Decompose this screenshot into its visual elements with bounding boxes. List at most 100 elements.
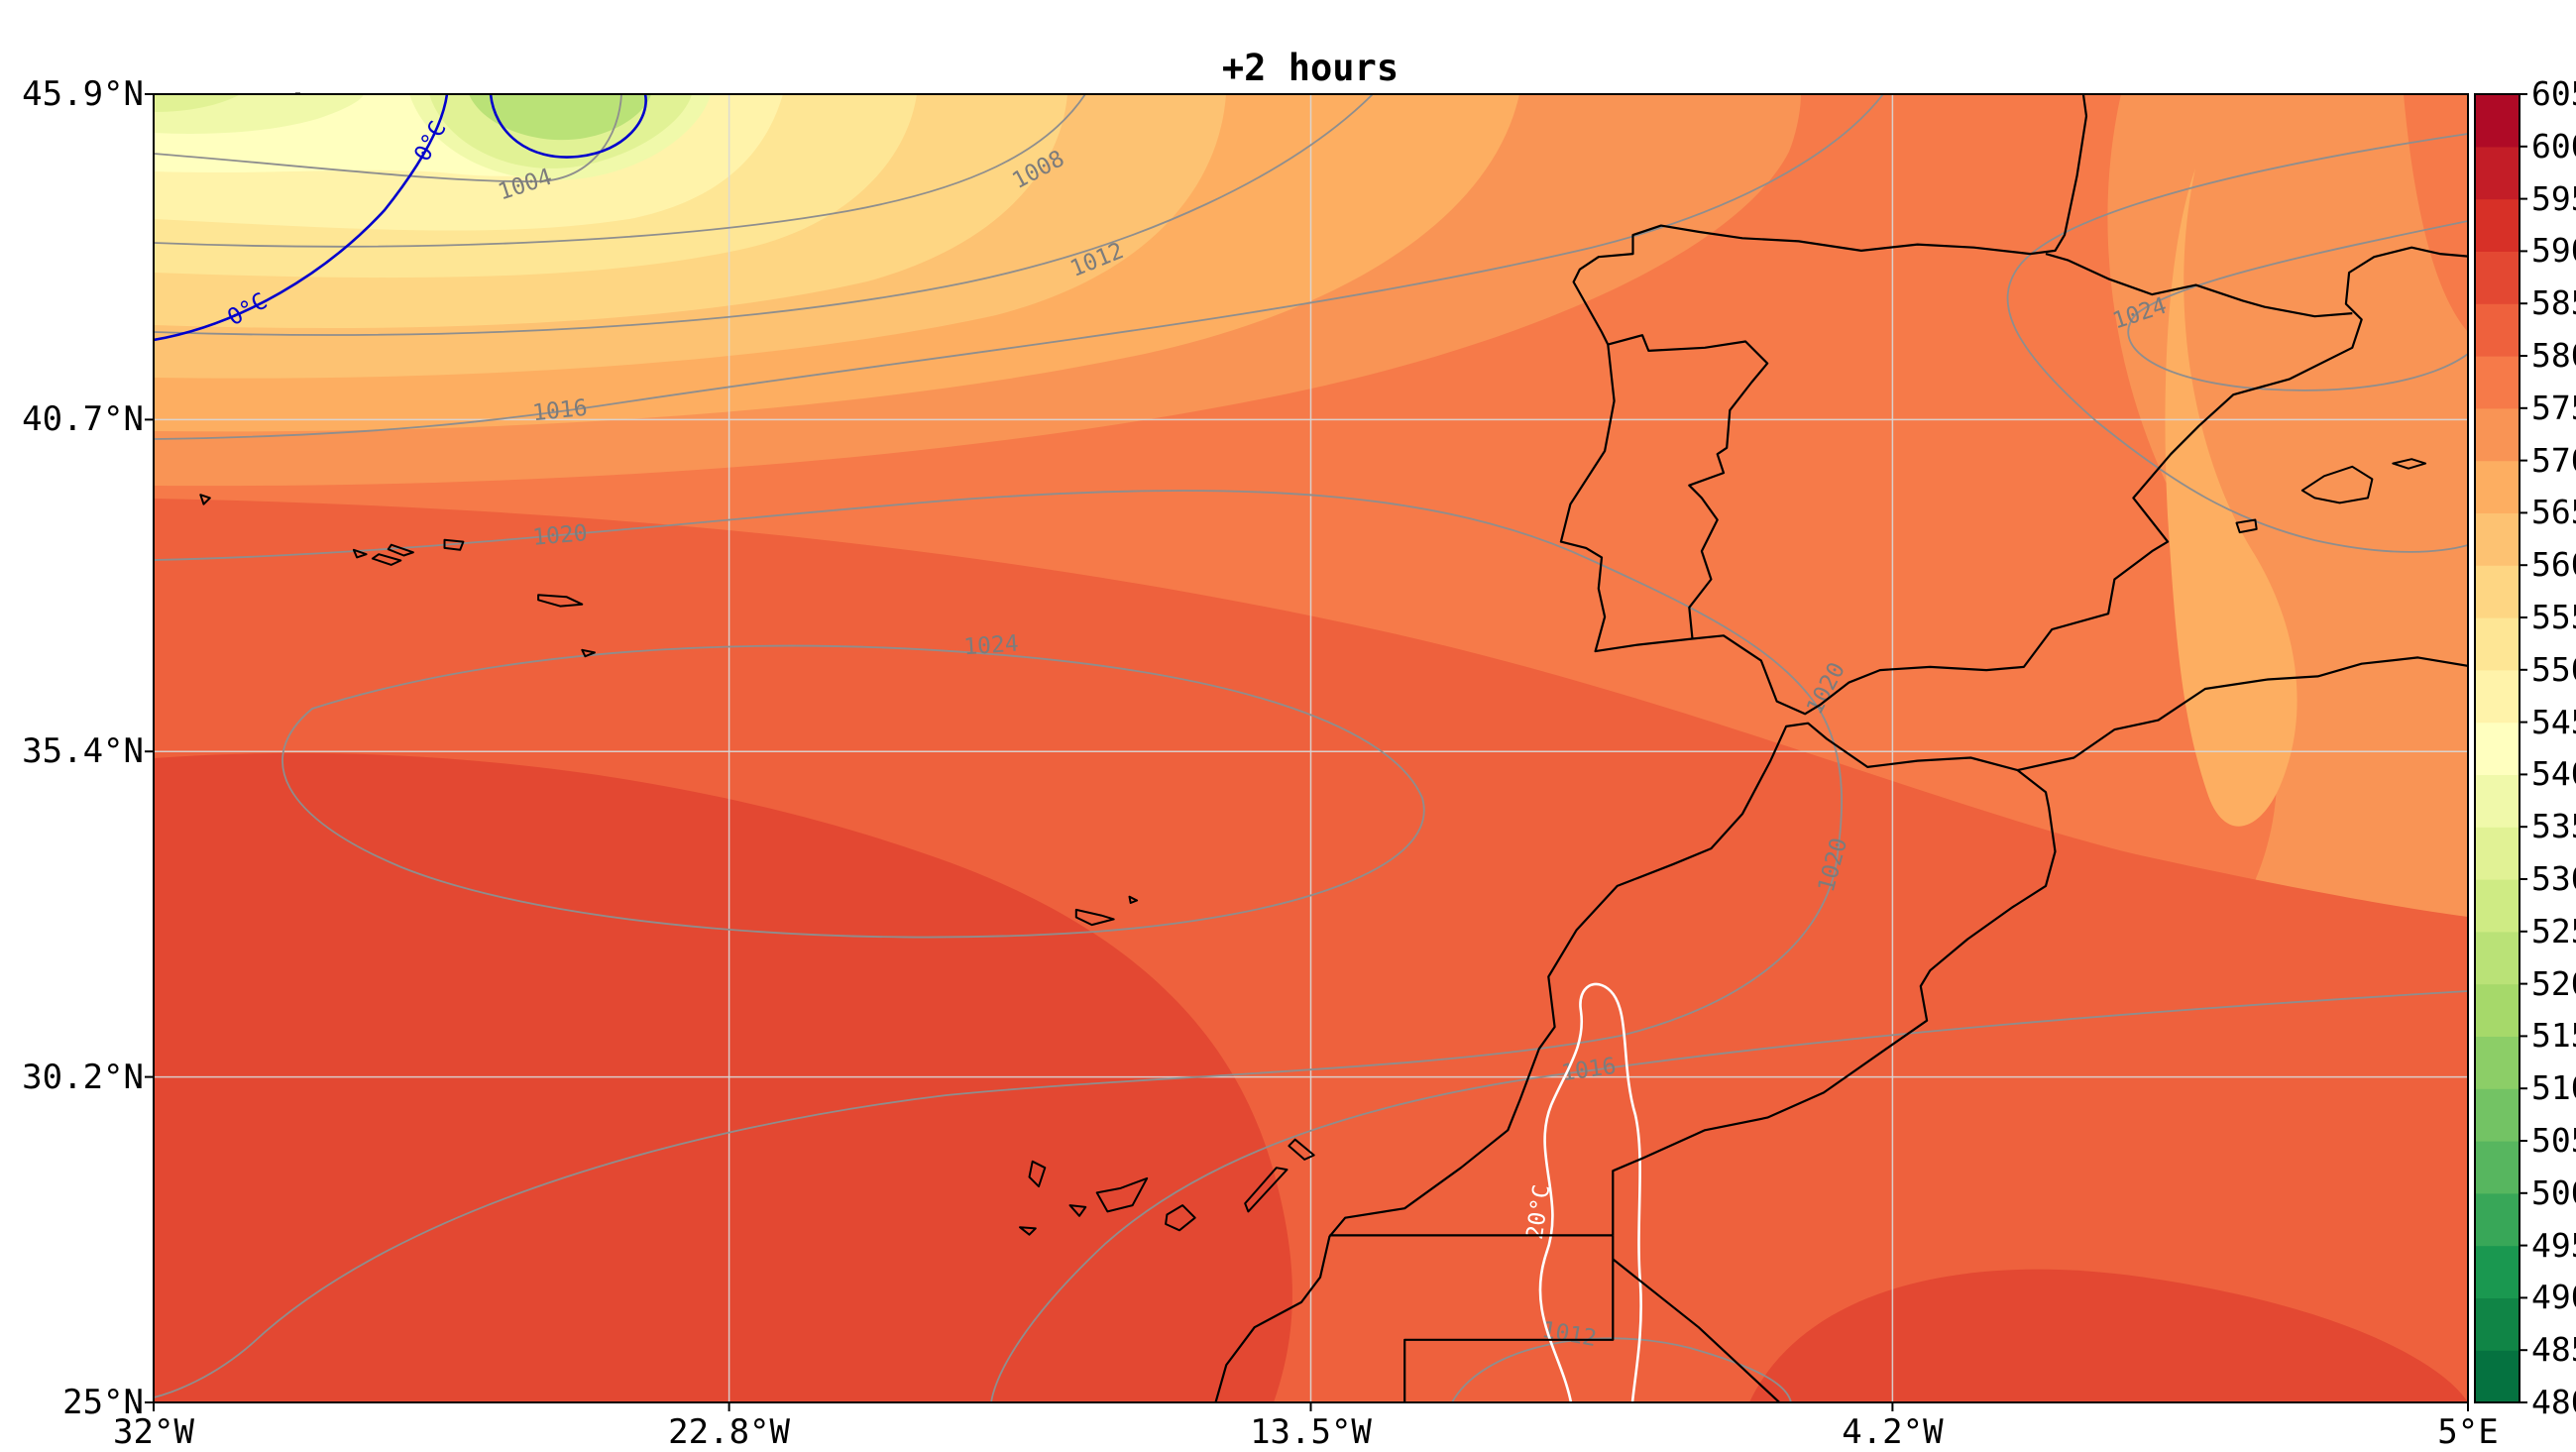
isobar-line — [1451, 1337, 1792, 1402]
x-tick-label: 4.2°W — [1842, 1412, 1944, 1452]
colorbar-tick-label: 540 — [2531, 754, 2576, 794]
x-tick-label: 32°W — [113, 1412, 194, 1452]
colorbar-tick-label: 560 — [2531, 545, 2576, 585]
colorbar-tick-label: 505 — [2531, 1121, 2576, 1160]
colorbar-cell — [2475, 1297, 2520, 1351]
colorbar-tick-label: 480 — [2531, 1383, 2576, 1421]
island-outline — [2392, 458, 2427, 470]
colorbar-tick-label: 490 — [2531, 1278, 2576, 1317]
colorbar-tick-label: 520 — [2531, 963, 2576, 1003]
colorbar-cell — [2475, 94, 2520, 148]
field-band — [469, 94, 651, 141]
warm-isotherm-line — [1538, 982, 1642, 1402]
colorbar-cell — [2475, 931, 2520, 985]
colorbar-tick-label: 555 — [2531, 598, 2576, 636]
island-outline — [1165, 1204, 1196, 1232]
isobar-line — [281, 644, 1425, 939]
colorbar-cell — [2475, 146, 2520, 200]
colorbar-tick-label: 535 — [2531, 807, 2576, 846]
colorbar-tick-label: 590 — [2531, 231, 2576, 271]
colorbar-tick-label: 580 — [2531, 336, 2576, 375]
island-outline — [2235, 518, 2258, 534]
island-outline — [1068, 1204, 1087, 1217]
island-outline — [1095, 1176, 1149, 1213]
y-tick-label: 35.4°N — [22, 731, 144, 772]
field-band — [154, 94, 241, 112]
coastline — [1559, 94, 2468, 716]
colorbar-cell — [2475, 1350, 2520, 1403]
field-band — [2165, 168, 2297, 827]
field-band — [1749, 1269, 2468, 1402]
x-tick-label: 13.5°W — [1250, 1412, 1372, 1452]
isobar-line — [2006, 133, 2468, 553]
colorbar-cell — [2475, 722, 2520, 775]
island-outline — [581, 648, 596, 658]
freezing-isotherm-line — [154, 94, 449, 342]
coastline — [2045, 253, 2353, 318]
colorbar-cell — [2475, 407, 2520, 462]
colorbar-cell — [2475, 879, 2520, 933]
colorbar-cell — [2475, 303, 2520, 357]
colorbar-tick-label: 485 — [2531, 1330, 2576, 1370]
colorbar-cell — [2475, 617, 2520, 671]
x-tick-label: 22.8°W — [668, 1412, 790, 1452]
colorbar-tick-label: 550 — [2531, 649, 2576, 689]
isobar-line — [154, 94, 622, 183]
colorbar-cell — [2475, 460, 2520, 513]
isobar-line — [154, 490, 1844, 1398]
island-outline — [1019, 1226, 1037, 1236]
colorbar-cell — [2475, 512, 2520, 566]
y-tick-label: 45.9°N — [22, 74, 144, 114]
island-outline — [1074, 908, 1115, 927]
colorbar-cell — [2475, 356, 2520, 409]
colorbar-tick-label: 585 — [2531, 283, 2576, 323]
colorbar-tick-label: 575 — [2531, 388, 2576, 427]
colorbar-cell — [2475, 1245, 2520, 1298]
colorbar-tick-label: 530 — [2531, 859, 2576, 898]
colorbar-cell — [2475, 1141, 2520, 1194]
isobar-label: 1024 — [962, 631, 1019, 661]
colorbar-tick-label: 605 — [2531, 74, 2576, 113]
y-tick-label: 30.2°N — [22, 1057, 144, 1097]
y-tick-label: 25°N — [62, 1383, 144, 1422]
island-outline — [1244, 1167, 1288, 1213]
colorbar-cell — [2475, 1088, 2520, 1142]
colorbar-tick-label: 515 — [2531, 1016, 2576, 1056]
colorbar-cell — [2475, 198, 2520, 252]
island-outline — [352, 548, 368, 559]
colorbar-cell — [2475, 1192, 2520, 1247]
freezing-isotherm-line — [489, 94, 647, 159]
colorbar-frame — [2474, 93, 2520, 1403]
y-tick-label: 40.7°N — [22, 399, 144, 440]
coastline — [1612, 769, 2057, 1236]
isobar-label: 1020 — [531, 520, 588, 551]
island-outline — [1128, 895, 1139, 904]
isobar-line — [2127, 220, 2468, 391]
isobar-line — [154, 94, 1374, 336]
field-band — [154, 752, 1292, 1402]
colorbar-tick-label: 570 — [2531, 440, 2576, 480]
coastline — [1214, 656, 2468, 1402]
island-outline — [1288, 1138, 1315, 1161]
colorbar-tick-label: 565 — [2531, 493, 2576, 532]
colorbar-cell — [2475, 983, 2520, 1037]
colorbar-cell — [2475, 251, 2520, 304]
field-band — [2404, 94, 2468, 332]
colorbar-tick-label: 495 — [2531, 1225, 2576, 1265]
colorbar-cell — [2475, 1036, 2520, 1089]
coastline — [1403, 1235, 1615, 1402]
colorbar-cell — [2475, 669, 2520, 724]
colorbar-tick-label: 525 — [2531, 911, 2576, 950]
colorbar-cell — [2475, 827, 2520, 880]
isobar-line — [990, 990, 2468, 1402]
colorbar-tick-label: 500 — [2531, 1173, 2576, 1212]
island-outline — [2300, 465, 2374, 504]
lead-time-label: +2 hours — [1221, 47, 1400, 89]
colorbar-tick-label: 510 — [2531, 1068, 2576, 1108]
island-outline — [387, 543, 414, 557]
island-outline — [1028, 1160, 1047, 1188]
coastline — [1608, 334, 1769, 639]
colorbar-cell — [2475, 565, 2520, 618]
